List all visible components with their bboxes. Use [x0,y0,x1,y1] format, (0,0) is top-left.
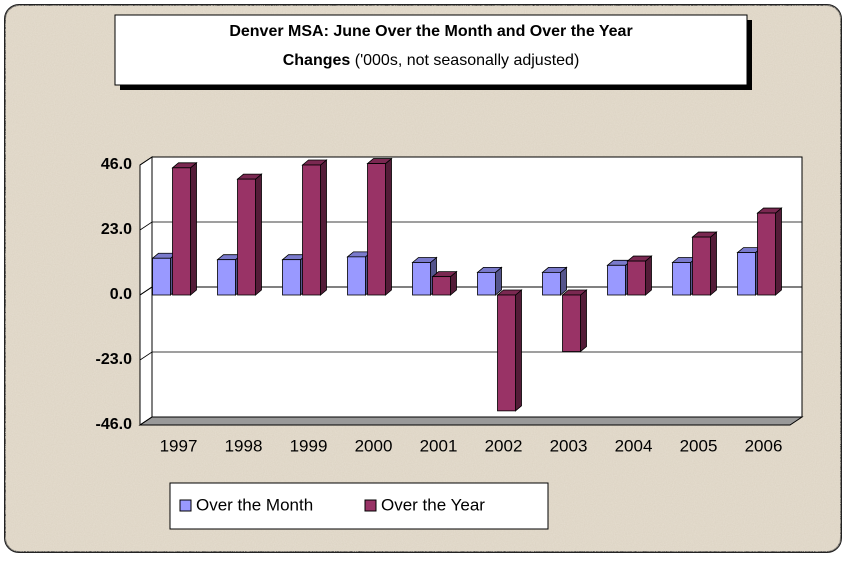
title-box [114,14,748,86]
bar [542,271,561,296]
bar-side [385,157,392,296]
bar [692,236,711,296]
x-tick-label: 2004 [615,436,653,455]
y-tick-label: 46.0 [101,156,132,173]
legend-label: Over the Month [196,495,313,514]
bar [152,257,171,296]
grid-line [139,416,802,426]
x-tick-label: 2001 [420,436,458,455]
y-tick-label: 0.0 [110,286,132,303]
y-tick-label: -23.0 [96,351,133,368]
y-tick-label: -46.0 [96,416,133,433]
bar [562,294,581,352]
floor [138,416,804,426]
legend-swatch [179,499,192,512]
x-tick-label: 1997 [160,436,198,455]
bar [672,262,691,296]
zero-line [139,286,802,296]
bar [172,167,191,296]
subtitle: ('000s, not seasonally adjusted) [355,52,580,69]
grid-line [139,221,802,231]
bar [627,260,646,296]
x-tick-label: 2006 [745,436,783,455]
subtitle-bold: Changes [283,52,351,69]
x-tick-label: 1999 [290,436,328,455]
bar-side [190,161,197,296]
bar-side [515,289,522,412]
x-tick-label: 2002 [485,436,523,455]
bar [237,178,256,296]
legend-box [169,482,549,530]
bar [737,252,756,296]
grid-line [139,156,802,166]
x-tick-label: 2003 [550,436,588,455]
bar [432,276,451,296]
bar-side [645,255,652,296]
bar [607,264,626,296]
bar [497,294,516,412]
bar-side [775,207,782,296]
chart-subtitle: Changes ('000s, not seasonally adjusted) [283,52,580,69]
bar [217,259,236,296]
x-tick-label: 2000 [355,436,393,455]
bar [412,262,431,296]
y-tick-label: 23.0 [101,221,132,238]
bar [282,259,301,296]
legend-label: Over the Year [381,495,485,514]
legend-swatch [364,499,377,512]
bar [302,164,321,296]
x-tick-label: 2005 [680,436,718,455]
bar-side [580,289,587,353]
bar [367,163,386,296]
bar [757,212,776,296]
bar-side [320,159,327,296]
bar-side [255,173,262,296]
chart-title: Denver MSA: June Over the Month and Over… [229,23,632,40]
bar [477,271,496,296]
bar-side [710,231,717,296]
grid-line [139,351,802,361]
x-tick-label: 1998 [225,436,263,455]
bar [347,256,366,296]
